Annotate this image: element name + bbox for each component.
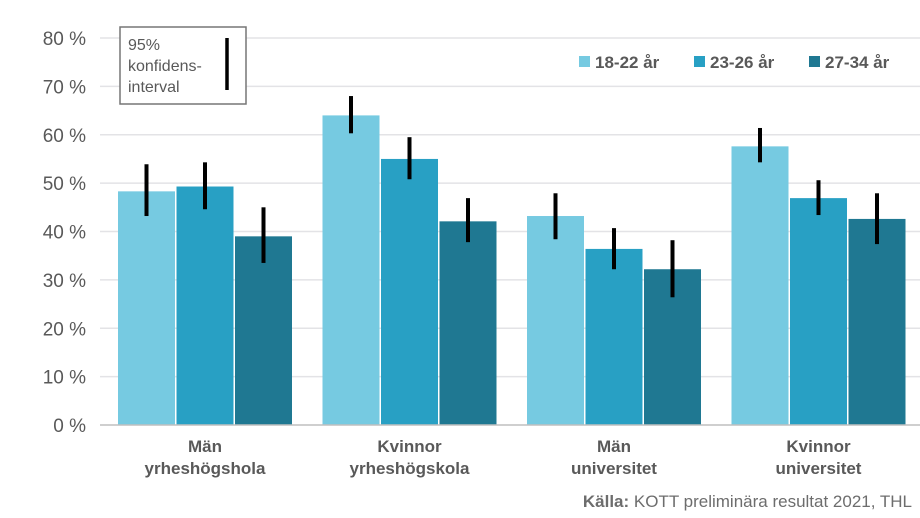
bar (118, 191, 175, 425)
y-tick-label: 60 % (43, 126, 86, 147)
y-tick-label: 30 % (43, 271, 86, 292)
bar (527, 216, 584, 425)
bar (322, 115, 380, 426)
legend-swatch (694, 56, 705, 67)
ci-legend-text: konfidens- (128, 58, 202, 75)
x-tick-label: yrheshögskola (350, 459, 471, 478)
bar (585, 248, 643, 425)
x-tick-label: universitet (776, 459, 862, 478)
y-tick-label: 80 % (43, 29, 86, 50)
x-tick-label: universitet (571, 459, 657, 478)
ci-legend-box (119, 26, 247, 105)
x-tick-label: yrheshögshola (145, 459, 266, 478)
source-label: Källa: (582, 492, 630, 511)
legend-swatch (579, 56, 590, 67)
x-tick-label: Kvinnor (377, 437, 442, 456)
y-tick-label: 70 % (43, 77, 86, 98)
ci-legend-text: 95% (128, 37, 160, 54)
legend-swatch (809, 56, 820, 67)
x-tick-label: Män (188, 437, 222, 456)
x-tick-label: Kvinnor (786, 437, 851, 456)
y-tick-label: 50 % (43, 174, 86, 195)
x-tick-label: Män (597, 437, 631, 456)
y-tick-label: 20 % (43, 319, 86, 340)
source-note: Källa: KOTT preliminära resultat 2021, T… (583, 492, 912, 512)
bar (790, 198, 847, 425)
bar (848, 218, 906, 425)
source-text: KOTT preliminära resultat 2021, THL (629, 492, 912, 511)
bar (235, 236, 292, 425)
bar (381, 158, 438, 425)
y-tick-label: 10 % (43, 368, 86, 389)
legend-label: 27-34 år (825, 53, 890, 72)
bar (439, 221, 497, 425)
bar (731, 146, 789, 426)
legend-label: 18-22 år (595, 53, 660, 72)
bar (176, 186, 234, 425)
y-tick-label: 0 % (53, 416, 86, 437)
legend-label: 23-26 år (710, 53, 775, 72)
y-tick-label: 40 % (43, 223, 86, 244)
ci-legend-text: interval (128, 79, 180, 96)
